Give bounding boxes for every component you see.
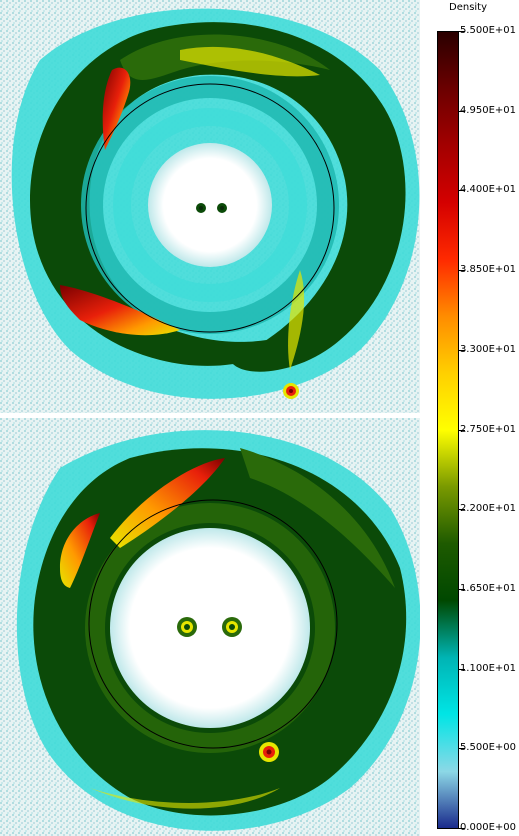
colorbar-tick (459, 509, 465, 511)
spiral-arm-highlight (240, 448, 395, 588)
planet-core (289, 389, 293, 393)
colorbar-tick (459, 429, 465, 431)
central-cavity (148, 143, 272, 267)
binary-star-2-core (229, 624, 235, 630)
colorbar-tick-label: 1.650E+01 (459, 582, 516, 594)
colorbar-tick-label: 3.300E+01 (459, 343, 516, 355)
colorbar-tick (459, 588, 465, 590)
planet-core (266, 749, 272, 755)
colorbar (437, 31, 459, 829)
colorbar-tick-label: 5.500E+01 (459, 25, 516, 36)
hot-arc-lower-left (60, 285, 180, 336)
binary-star-1-core (184, 624, 190, 630)
colorbar-tick-label: 2.200E+01 (459, 503, 516, 515)
colorbar-tick-label: 0.000E+00 (459, 822, 516, 833)
colorbar-tick-label: 5.500E+00 (459, 742, 516, 754)
colorbar-tick-label: 2.750E+01 (459, 423, 516, 435)
yellow-streak-top (180, 46, 320, 77)
density-map-top-svg (0, 0, 420, 413)
hot-arc-upper (110, 458, 225, 548)
colorbar-tick (459, 31, 465, 32)
colorbar-tick (459, 270, 465, 272)
yellow-streak-bottom (90, 788, 280, 809)
hot-arc-left (60, 513, 100, 588)
hot-arc-upper-left (102, 67, 131, 150)
inner-teal-ring (81, 76, 339, 334)
colorbar-tick-label: 4.400E+01 (459, 184, 516, 196)
binary-star-1-core (199, 206, 203, 210)
central-cavity (110, 528, 310, 728)
colorbar-tick-label: 1.100E+01 (459, 662, 516, 674)
colorbar-tick (459, 190, 465, 192)
density-map-top (0, 0, 420, 413)
colorbar-tick (459, 828, 465, 829)
colorbar-title: Density (449, 2, 488, 13)
inner-cyan-ring (113, 108, 307, 302)
colorbar-tick (459, 748, 465, 750)
reference-circle (85, 83, 335, 333)
colorbar-tick-label: 4.950E+01 (459, 104, 516, 116)
density-map-bottom-svg (0, 418, 420, 836)
yellow-streak-right (288, 270, 305, 370)
colorbar-tick (459, 668, 465, 670)
density-map-bottom (0, 418, 420, 836)
reference-circle (88, 499, 338, 749)
binary-star-2-core (220, 206, 224, 210)
colorbar-tick (459, 110, 465, 112)
colorbar-tick (459, 349, 465, 351)
inner-green-ring (85, 503, 335, 753)
colorbar-tick-label: 3.850E+01 (459, 264, 516, 276)
